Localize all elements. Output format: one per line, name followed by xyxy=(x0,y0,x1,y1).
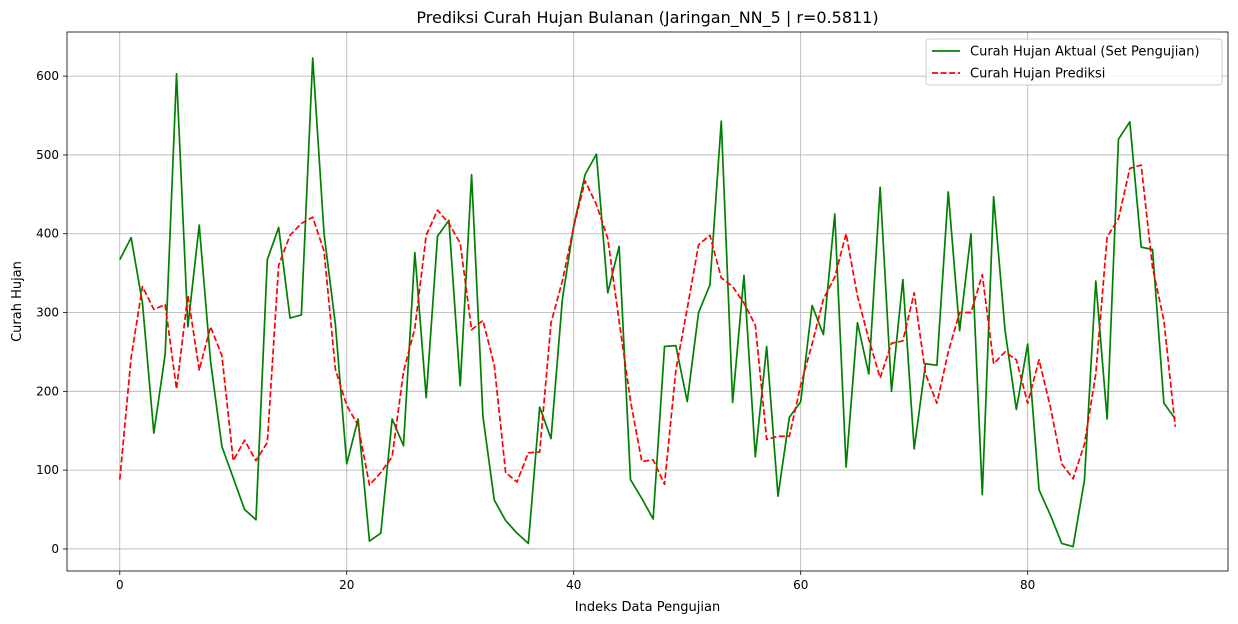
legend-box xyxy=(925,38,1223,86)
plot-frame xyxy=(66,31,1229,572)
grid-lines xyxy=(67,32,1228,571)
x-tick-label: 20 xyxy=(339,578,354,592)
legend-label-actual: Curah Hujan Aktual (Set Pengujian) xyxy=(970,45,1200,60)
chart-title: Prediksi Curah Hujan Bulanan (Jaringan_N… xyxy=(416,8,878,28)
y-tick-label: 0 xyxy=(51,542,59,556)
series-lines xyxy=(118,57,1177,548)
predicted-rainfall-line xyxy=(118,164,1177,486)
y-axis-label: Curah Hujan xyxy=(10,261,25,342)
y-tick-label: 400 xyxy=(36,227,59,241)
y-tick-label: 600 xyxy=(36,69,59,83)
y-tick-label: 200 xyxy=(36,384,59,398)
y-tick-label: 500 xyxy=(36,148,59,162)
legend-label-predicted: Curah Hujan Prediksi xyxy=(970,67,1105,82)
y-tick-label: 300 xyxy=(36,306,59,320)
actual-rainfall-line xyxy=(119,57,1176,548)
x-tick-label: 80 xyxy=(1020,578,1035,592)
x-axis-label: Indeks Data Pengujian xyxy=(575,600,720,615)
x-tick-label: 40 xyxy=(566,578,581,592)
y-tick-label: 100 xyxy=(36,463,59,477)
x-tick-label: 60 xyxy=(793,578,808,592)
chart-legend: Curah Hujan Aktual (Set Pengujian) Curah … xyxy=(925,38,1223,86)
x-tick-label: 0 xyxy=(116,578,124,592)
axis-ticks: 0 20 40 60 80 0 100 200 300 400 500 600 xyxy=(36,69,1035,592)
